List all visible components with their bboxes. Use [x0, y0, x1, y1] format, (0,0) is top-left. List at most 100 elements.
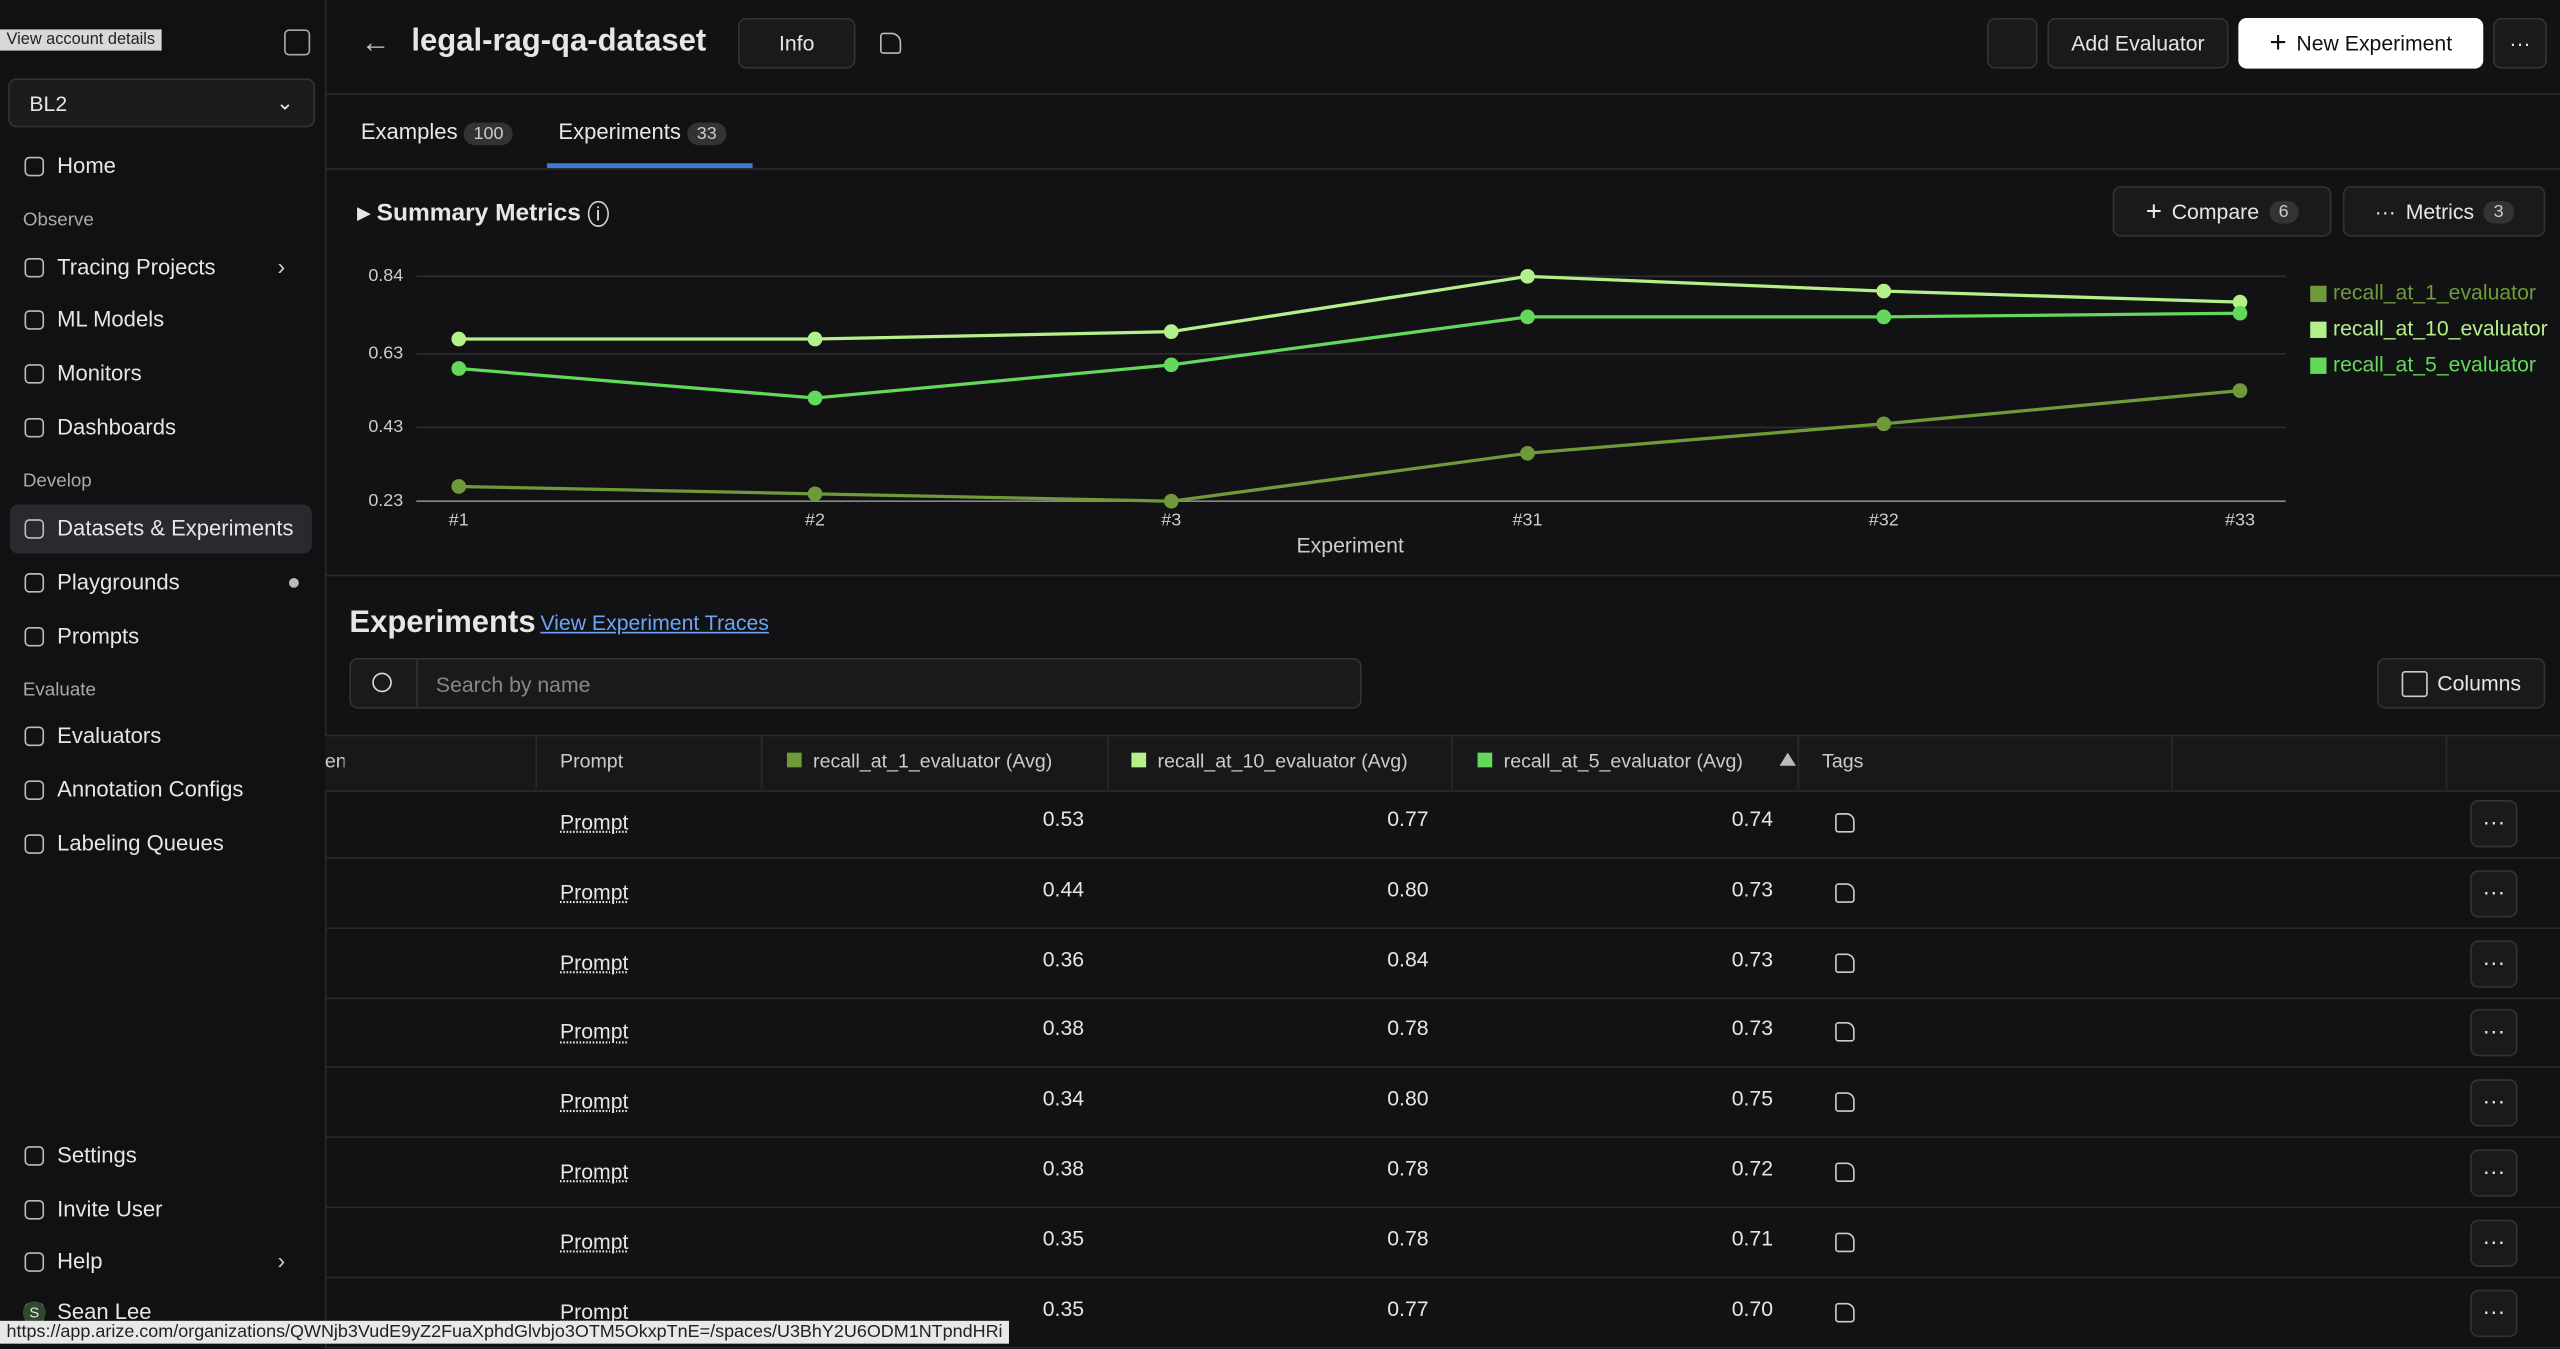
- nav-section: Observe: [22, 210, 94, 231]
- data-point: [1520, 268, 1535, 284]
- prompt-link[interactable]: Prompt: [560, 949, 629, 975]
- tag-icon[interactable]: [1835, 952, 1855, 973]
- nav-item[interactable]: Tracing Projects: [57, 254, 216, 280]
- prompt-link[interactable]: Prompt: [560, 879, 629, 905]
- chevron: ›: [277, 253, 286, 280]
- sort-arrow[interactable]: [1779, 752, 1796, 766]
- column-separator: [2445, 734, 2448, 789]
- plus: +: [2269, 26, 2287, 59]
- prompt-link[interactable]: Prompt: [560, 1019, 629, 1044]
- column-separator: [2171, 734, 2174, 789]
- nav-section: Evaluate: [22, 680, 96, 701]
- sidebar: [0, 0, 327, 1349]
- x-axis-label: Experiment: [1297, 535, 1404, 558]
- row-menu[interactable]: ···: [2470, 1219, 2518, 1267]
- tag-icon[interactable]: [1835, 1302, 1855, 1322]
- column-header[interactable]: Prompt: [560, 749, 624, 773]
- nav-item[interactable]: Dashboards: [57, 414, 176, 440]
- collapse-button[interactable]: [284, 29, 311, 56]
- tab-count: 33: [687, 122, 727, 146]
- nav-icon: [24, 726, 45, 747]
- tag-icon[interactable]: [1835, 882, 1855, 903]
- prompt-link[interactable]: Prompt: [560, 809, 629, 835]
- column-header[interactable]: ent: [324, 749, 345, 773]
- nav-item[interactable]: Sean Lee: [57, 1299, 152, 1325]
- tag-icon[interactable]: [1835, 1092, 1855, 1113]
- prompt-link[interactable]: Prompt: [560, 1159, 629, 1184]
- nav-item[interactable]: Playgrounds: [57, 569, 180, 595]
- column-header[interactable]: Tags: [1822, 749, 1864, 773]
- tab[interactable]: Examples 100: [361, 119, 514, 146]
- row-menu[interactable]: ···: [2470, 799, 2518, 848]
- cell-value: 0.78: [1387, 1155, 1429, 1181]
- y-tick-label: 0.23: [368, 490, 403, 510]
- series-line: [458, 274, 2241, 341]
- columns-button[interactable]: Columns: [2377, 657, 2546, 709]
- compare-label: Compare: [2171, 199, 2260, 224]
- legend-swatch: [2310, 357, 2327, 374]
- nav-icon: [24, 417, 45, 438]
- legend-label: recall_at_1_evaluator: [2333, 281, 2536, 304]
- traces-link[interactable]: View Experiment Traces: [540, 610, 769, 636]
- compare-button[interactable]: + Compare 6: [2112, 186, 2332, 237]
- row-menu[interactable]: ···: [2470, 939, 2518, 988]
- row-menu[interactable]: ···: [2470, 1149, 2518, 1197]
- tag-icon[interactable]: [1835, 1022, 1855, 1043]
- metrics-label: Metrics: [2405, 199, 2475, 224]
- tag-icon[interactable]: [879, 32, 902, 54]
- nav-item[interactable]: Settings: [57, 1142, 137, 1168]
- more-button[interactable]: ···: [2493, 17, 2547, 69]
- search-box[interactable]: Search by name: [349, 657, 1362, 709]
- data-point: [2232, 383, 2248, 398]
- back-button[interactable]: ←: [360, 26, 391, 59]
- prompt-link[interactable]: Prompt: [560, 1229, 629, 1254]
- nav-item[interactable]: Monitors: [57, 360, 142, 386]
- table-header: [324, 734, 2560, 792]
- new-experiment-button[interactable]: + New Experiment: [2238, 17, 2484, 69]
- prompt-link[interactable]: Prompt: [560, 1089, 629, 1114]
- tag-icon[interactable]: [1835, 813, 1855, 833]
- cell-value: 0.80: [1387, 876, 1429, 901]
- prompt-link[interactable]: Prompt: [560, 1298, 629, 1324]
- column-header[interactable]: recall_at_10_evaluator (Avg): [1157, 749, 1408, 773]
- tab-count: 100: [463, 122, 514, 146]
- legend-swatch: [2310, 321, 2327, 338]
- nav-item[interactable]: Home: [57, 153, 116, 178]
- nav-item[interactable]: Evaluators: [57, 723, 162, 748]
- nav-item[interactable]: Datasets & Experiments: [57, 515, 294, 541]
- column-header[interactable]: recall_at_1_evaluator (Avg): [813, 749, 1053, 773]
- row-menu[interactable]: ···: [2470, 1009, 2518, 1057]
- space-select[interactable]: BL2 ⌄: [8, 78, 316, 128]
- add-evaluator-button[interactable]: Add Evaluator: [2047, 17, 2229, 69]
- tag-icon[interactable]: [1835, 1162, 1855, 1183]
- row-border: [324, 1346, 2560, 1348]
- summary-title[interactable]: ▸ Summary Metrics i: [358, 198, 609, 227]
- row-menu[interactable]: ···: [2470, 869, 2518, 918]
- nav-item[interactable]: Help: [57, 1248, 103, 1274]
- nav-icon: [24, 519, 45, 539]
- info-button[interactable]: Info: [737, 17, 856, 69]
- tag-icon[interactable]: [1835, 1232, 1855, 1252]
- columns-label: Columns: [2437, 671, 2522, 696]
- metrics-button[interactable]: ··· Metrics 3: [2342, 186, 2546, 237]
- nav-icon: [24, 1200, 45, 1220]
- nav-item[interactable]: Annotation Configs: [57, 777, 244, 802]
- nav-item[interactable]: Invite User: [57, 1196, 163, 1222]
- legend-label: recall_at_10_evaluator: [2333, 317, 2548, 340]
- tab[interactable]: Experiments 33: [558, 119, 727, 146]
- nav-item[interactable]: ML Models: [57, 306, 165, 332]
- data-point: [1163, 324, 1179, 339]
- column-header[interactable]: recall_at_5_evaluator (Avg): [1503, 749, 1743, 773]
- nav-item[interactable]: Labeling Queues: [57, 831, 224, 856]
- chart-button[interactable]: [1986, 17, 2038, 69]
- nav-item[interactable]: Prompts: [57, 623, 140, 649]
- data-point: [1520, 309, 1535, 325]
- y-tick-label: 0.63: [368, 342, 403, 362]
- row-menu[interactable]: ···: [2470, 1289, 2518, 1337]
- cell-value: 0.73: [1731, 946, 1774, 971]
- data-point: [807, 486, 823, 502]
- dataset-title: legal-rag-qa-dataset: [411, 24, 707, 59]
- x-tick-label: #2: [805, 510, 825, 530]
- nav-icon: [24, 834, 45, 854]
- row-menu[interactable]: ···: [2470, 1079, 2518, 1127]
